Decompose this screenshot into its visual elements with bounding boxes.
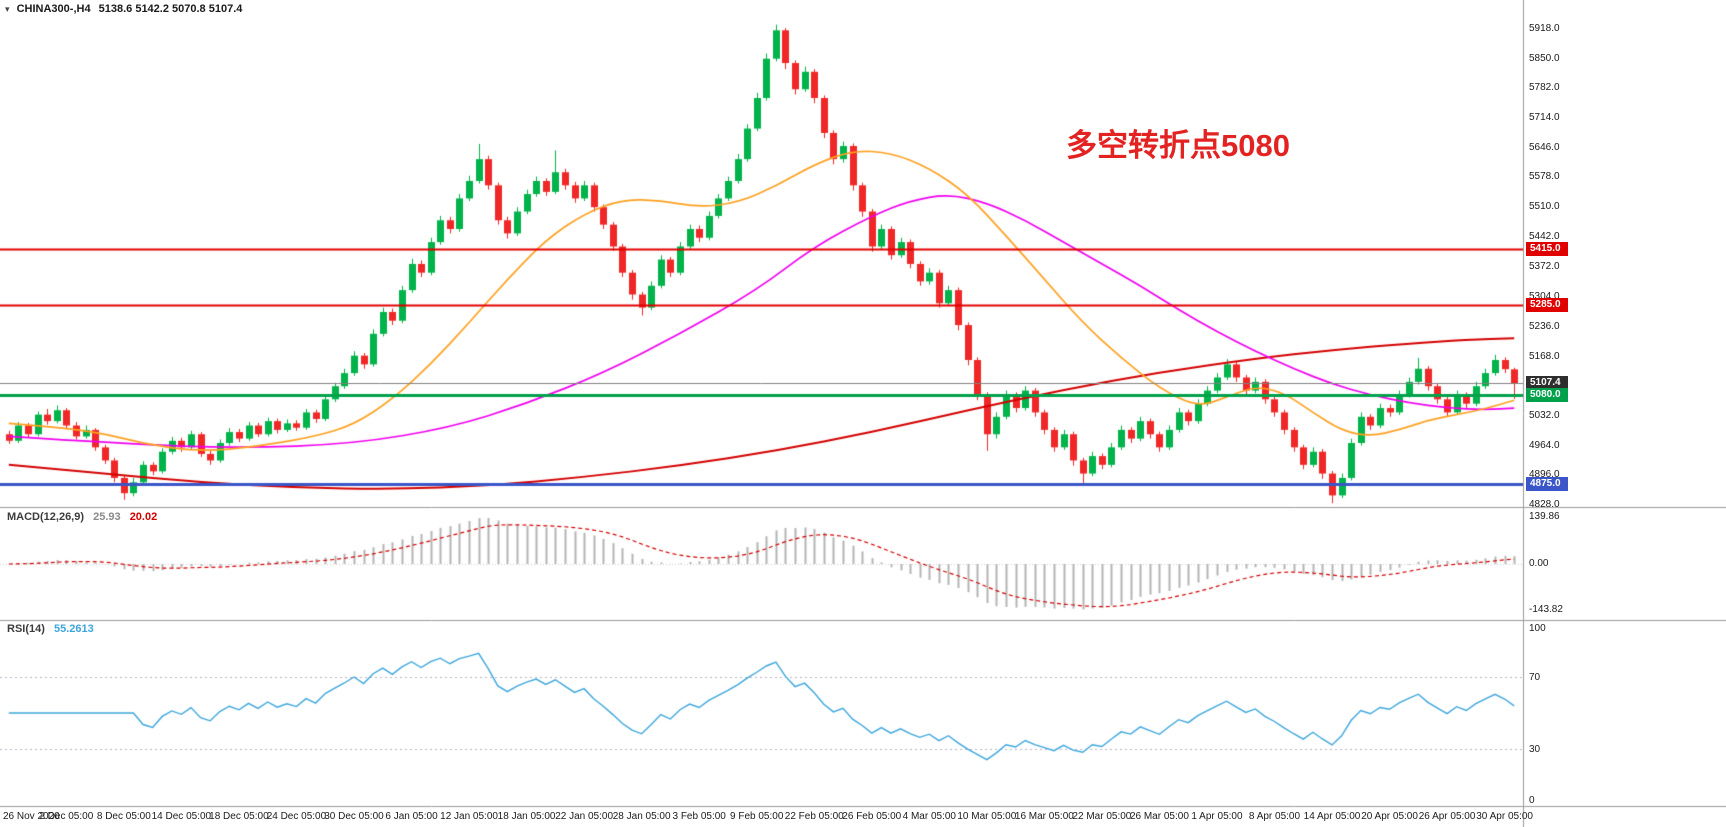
- chart-annotation-text[interactable]: 多空转折点5080: [1066, 128, 1290, 163]
- macd-name: MACD(12,26,9): [7, 511, 85, 523]
- price-tick-label: 4964.0: [1529, 439, 1560, 451]
- symbol-info-line: ▾ CHINA300-,H4 5138.6 5142.2 5070.8 5107…: [5, 3, 247, 15]
- time-tick-label: 14 Dec 05:00: [151, 811, 212, 822]
- time-tick-label: 22 Jan 05:00: [555, 811, 614, 822]
- time-tick-label: 8 Dec 05:00: [96, 811, 151, 822]
- time-tick-label: 8 Apr 05:00: [1248, 811, 1301, 822]
- macd-tick-label: 139.86: [1529, 511, 1560, 522]
- time-tick-label: 26 Feb 05:00: [842, 811, 902, 822]
- time-tick-label: 30 Dec 05:00: [324, 811, 384, 822]
- price-tick-label: 5442.0: [1529, 230, 1560, 242]
- macd-tick-label: -143.82: [1529, 604, 1563, 615]
- time-tick-label: 12 Jan 05:00: [440, 811, 498, 822]
- symbol-dropdown-icon[interactable]: ▾: [5, 4, 10, 14]
- time-tick-label: 26 Apr 05:00: [1418, 811, 1476, 822]
- time-tick-label: 18 Dec 05:00: [209, 811, 269, 822]
- time-tick-label: 18 Jan 05:00: [497, 811, 556, 822]
- time-axis[interactable]: 26 Nov 2020 2 Dec 05:00 8 Dec 05:00 14 Dec …: [0, 807, 1726, 827]
- time-tick-label: 22 Mar 05:00: [1072, 811, 1132, 822]
- time-tick-label: 30 Apr 05:00: [1476, 811, 1533, 822]
- time-tick-label: 24 Dec 05:00: [266, 811, 327, 822]
- price-level-badge: 5080.0: [1526, 387, 1568, 402]
- macd-signal-value: 20.02: [129, 511, 158, 523]
- rsi-tick-label: 100: [1529, 623, 1546, 634]
- price-axis[interactable]: 5918.0 5850.0 5782.0 5714.0 5646.0 5578.0 5510…: [1524, 0, 1726, 827]
- time-tick-label: 22 Feb 05:00: [784, 811, 844, 822]
- time-tick-label: 14 Apr 05:00: [1303, 811, 1361, 822]
- price-tick-label: 5372.0: [1529, 261, 1560, 273]
- time-tick-label: 6 Jan 05:00: [385, 811, 438, 822]
- time-tick-label: 3 Feb 05:00: [672, 811, 726, 822]
- price-tick-label: 5168.0: [1529, 350, 1560, 362]
- rsi-tick-label: 30: [1529, 743, 1541, 755]
- time-tick-label: 26 Mar 05:00: [1129, 811, 1189, 822]
- price-tick-label: 5782.0: [1529, 82, 1560, 94]
- price-tick-label: 5850.0: [1529, 52, 1560, 64]
- price-level-badge: 4875.0: [1526, 477, 1568, 492]
- time-tick-label: 16 Mar 05:00: [1014, 811, 1074, 822]
- macd-tick-label: 0.00: [1529, 558, 1549, 569]
- rsi-indicator-label: RSI(14) 55.2613: [7, 623, 100, 635]
- time-tick-label: 26 Nov 2020: [3, 811, 60, 822]
- price-level-badge: 5107.4: [1526, 375, 1568, 390]
- rsi-name: RSI(14): [7, 623, 45, 635]
- symbol-timeframe: CHINA300-,H4: [16, 3, 91, 15]
- price-tick-label: 4896.0: [1529, 469, 1560, 481]
- price-tick-label: 4828.0: [1529, 499, 1560, 510]
- macd-main-value: 25.93: [93, 511, 121, 523]
- macd-indicator-label: MACD(12,26,9) 25.93 20.02: [7, 511, 163, 523]
- time-tick-label: 2 Dec 05:00: [39, 811, 94, 822]
- time-tick-label: 10 Mar 05:00: [957, 811, 1017, 822]
- time-tick-label: 9 Feb 05:00: [730, 811, 784, 822]
- time-tick-label: 28 Jan 05:00: [612, 811, 671, 822]
- rsi-tick-label: 70: [1529, 672, 1541, 684]
- price-tick-label: 5304.0: [1529, 291, 1560, 303]
- rsi-value: 55.2613: [53, 623, 94, 635]
- time-tick-label: 20 Apr 05:00: [1361, 811, 1418, 822]
- ohlc-values: 5138.6 5142.2 5070.8 5107.4: [98, 3, 243, 15]
- price-tick-label: 5646.0: [1529, 141, 1560, 153]
- rsi-tick-label: 0: [1529, 795, 1535, 806]
- time-tick-label: 4 Mar 05:00: [902, 811, 956, 822]
- time-tick-label: 1 Apr 05:00: [1191, 811, 1243, 822]
- price-tick-label: 5578.0: [1529, 171, 1560, 183]
- price-level-badge: 5285.0: [1526, 298, 1568, 313]
- price-tick-label: 5236.0: [1529, 320, 1560, 332]
- price-level-badge: 5415.0: [1526, 241, 1568, 256]
- price-tick-label: 5918.0: [1529, 23, 1560, 34]
- price-tick-label: 5510.0: [1529, 201, 1560, 213]
- price-tick-label: 5032.0: [1529, 409, 1560, 421]
- price-tick-label: 5714.0: [1529, 112, 1560, 124]
